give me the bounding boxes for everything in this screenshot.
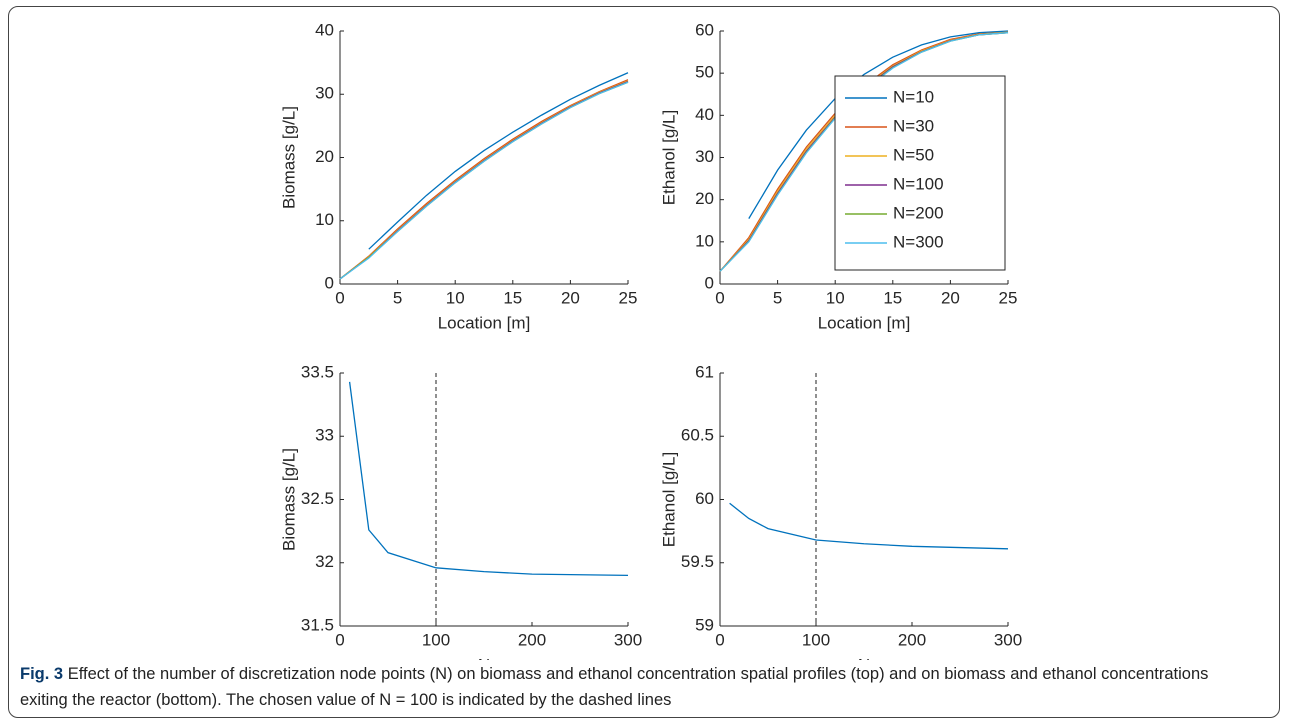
- y-tick-label: 59.5: [681, 552, 714, 571]
- x-tick-label: 25: [999, 288, 1018, 307]
- y-tick-label: 0: [325, 273, 334, 292]
- y-tick-label: 59: [695, 615, 714, 634]
- x-tick-label: 5: [773, 288, 782, 307]
- x-tick-label: 20: [941, 288, 960, 307]
- y-axis-label: Biomass [g/L]: [279, 448, 298, 551]
- legend-label: N=10: [893, 87, 934, 106]
- y-tick-label: 33: [315, 426, 334, 445]
- x-tick-label: 15: [503, 288, 522, 307]
- y-tick-label: 60.5: [681, 426, 714, 445]
- x-tick-label: 300: [994, 630, 1022, 649]
- y-tick-label: 40: [695, 105, 714, 124]
- x-tick-label: 0: [715, 630, 724, 649]
- y-tick-label: 50: [695, 63, 714, 82]
- series-line: [748, 30, 1009, 219]
- x-tick-label: 15: [883, 288, 902, 307]
- y-axis-label: Ethanol [g/L]: [659, 110, 678, 205]
- x-axis-label: N: [858, 655, 870, 660]
- y-tick-label: 61: [695, 362, 714, 381]
- x-axis-label: Location [m]: [438, 313, 531, 332]
- legend-label: N=30: [893, 116, 934, 135]
- legend-label: N=200: [893, 203, 944, 222]
- series-line: [368, 72, 629, 250]
- legend-label: N=300: [893, 232, 944, 251]
- y-tick-label: 10: [695, 231, 714, 250]
- caption-text: Effect of the number of discretization n…: [20, 665, 1209, 709]
- y-tick-label: 0: [705, 273, 714, 292]
- x-tick-label: 0: [335, 630, 344, 649]
- x-axis-label: N: [478, 655, 490, 660]
- y-tick-label: 20: [315, 147, 334, 166]
- caption-label: Fig. 3: [20, 665, 64, 683]
- y-tick-label: 33.5: [301, 362, 334, 381]
- y-tick-label: 60: [695, 20, 714, 39]
- y-tick-label: 32: [315, 552, 334, 571]
- x-tick-label: 100: [802, 630, 830, 649]
- y-tick-label: 32.5: [301, 489, 334, 508]
- figure-frame: [8, 6, 1280, 718]
- x-axis-label: Location [m]: [818, 313, 911, 332]
- x-tick-label: 0: [715, 288, 724, 307]
- y-tick-label: 30: [315, 84, 334, 103]
- y-tick-label: 40: [315, 20, 334, 39]
- y-tick-label: 30: [695, 147, 714, 166]
- x-tick-label: 10: [826, 288, 845, 307]
- y-tick-label: 31.5: [301, 615, 334, 634]
- series-line: [729, 502, 1009, 550]
- x-tick-label: 200: [518, 630, 546, 649]
- legend-label: N=100: [893, 174, 944, 193]
- series-line: [339, 81, 629, 280]
- x-tick-label: 300: [614, 630, 642, 649]
- series-line: [339, 79, 629, 280]
- x-tick-label: 20: [561, 288, 580, 307]
- x-tick-label: 100: [422, 630, 450, 649]
- x-tick-label: 10: [446, 288, 465, 307]
- y-tick-label: 10: [315, 210, 334, 229]
- y-tick-label: 60: [695, 489, 714, 508]
- x-tick-label: 200: [898, 630, 926, 649]
- x-tick-label: 25: [619, 288, 638, 307]
- x-tick-label: 5: [393, 288, 402, 307]
- series-line: [339, 80, 629, 280]
- y-tick-label: 20: [695, 189, 714, 208]
- figure: 0 5 10 15 20 25 0 10 20 30 40 Location [m] Biomass […: [279, 20, 1022, 660]
- y-axis-label: Ethanol [g/L]: [659, 452, 678, 547]
- series-line: [339, 80, 629, 280]
- series-line: [339, 81, 629, 280]
- series-line: [348, 381, 629, 577]
- x-tick-label: 0: [335, 288, 344, 307]
- legend-box: [834, 75, 1006, 271]
- legend-label: N=50: [893, 145, 934, 164]
- caption: Fig. 3 Effect of the number of discretiz…: [20, 661, 1260, 713]
- y-axis-label: Biomass [g/L]: [279, 106, 298, 209]
